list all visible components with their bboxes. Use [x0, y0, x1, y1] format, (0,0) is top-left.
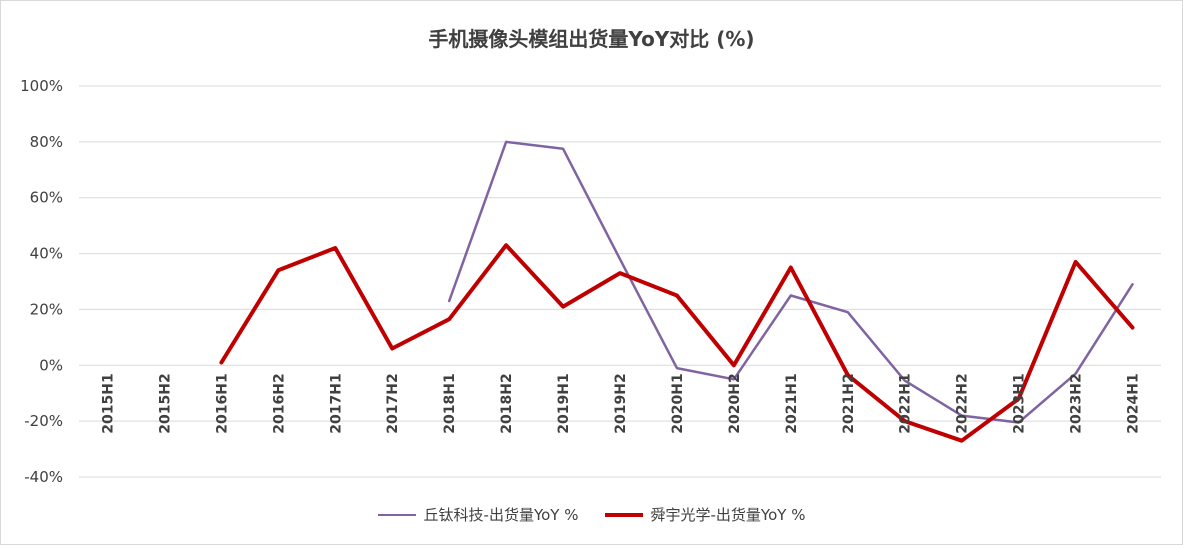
x-tick-label: 2023H2 [1069, 373, 1085, 433]
x-tick-label: 2021H2 [841, 373, 857, 433]
x-tick-label: 2023H1 [1012, 373, 1028, 433]
y-tick-label: 60% [30, 189, 63, 207]
x-tick-label: 2018H1 [442, 373, 458, 433]
y-tick-label: 100% [20, 77, 63, 95]
x-tick-label: 2022H2 [955, 373, 971, 433]
y-tick-label: -40% [24, 468, 63, 486]
x-tick-label: 2022H1 [898, 373, 914, 433]
y-tick-label: 0% [39, 356, 63, 374]
legend-label: 丘钛科技-出货量YoY % [423, 506, 579, 524]
x-tick-label: 2024H1 [1126, 373, 1142, 433]
legend-item: 丘钛科技-出货量YoY % [377, 504, 579, 525]
legend-label: 舜宇光学-出货量YoY % [650, 506, 806, 524]
y-tick-label: -20% [24, 412, 63, 430]
x-tick-label: 2020H1 [670, 373, 686, 433]
y-tick-label: 80% [30, 133, 63, 151]
y-tick-label: 40% [30, 245, 63, 263]
x-tick-label: 2019H2 [613, 373, 629, 433]
x-tick-label: 2021H1 [784, 373, 800, 433]
x-tick-label: 2015H1 [100, 373, 116, 433]
x-tick-label: 2015H2 [157, 373, 173, 433]
x-tick-label: 2016H1 [214, 373, 230, 433]
x-tick-label: 2017H2 [385, 373, 401, 433]
x-tick-label: 2019H1 [556, 373, 572, 433]
chart-title: 手机摄像头模组出货量YoY对比 (%) [428, 27, 755, 51]
legend-item: 舜宇光学-出货量YoY % [604, 504, 806, 525]
y-tick-label: 20% [30, 300, 63, 318]
x-tick-label: 2020H2 [727, 373, 743, 433]
x-tick-label: 2018H2 [499, 373, 515, 433]
x-tick-label: 2017H1 [328, 373, 344, 433]
legend: 丘钛科技-出货量YoY % 舜宇光学-出货量YoY % [1, 504, 1182, 525]
legend-swatch [377, 513, 416, 516]
x-tick-label: 2016H2 [271, 373, 287, 433]
legend-swatch [604, 512, 643, 517]
